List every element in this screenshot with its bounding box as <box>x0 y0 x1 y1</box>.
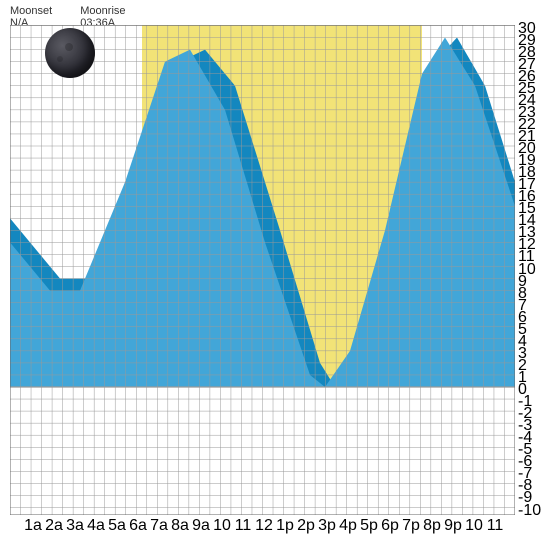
moonrise-label: Moonrise <box>80 5 125 17</box>
moon-phase-icon <box>45 28 95 78</box>
moonset-label: Moonset <box>10 5 52 17</box>
tide-chart <box>10 25 515 515</box>
tide-chart-container: Moonset N/A Moonrise 03:36A 302928272625… <box>0 0 550 550</box>
